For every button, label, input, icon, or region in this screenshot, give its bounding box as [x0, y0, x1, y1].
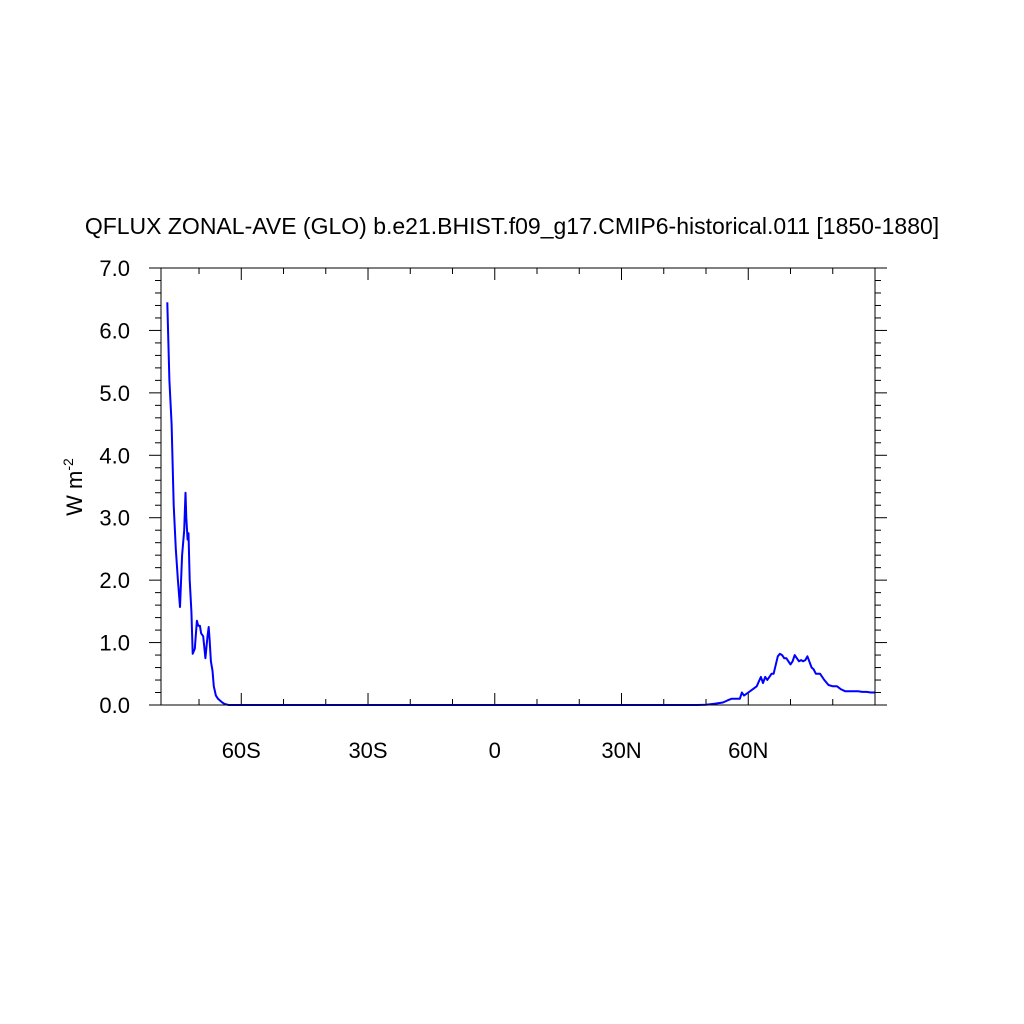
y-tick-label: 7.0	[99, 256, 130, 281]
x-tick-label: 30S	[348, 738, 387, 763]
minor-ticks	[155, 268, 881, 705]
y-axis-label-sup: -2	[60, 458, 76, 471]
major-ticks	[149, 267, 887, 706]
y-tick-label: 1.0	[99, 631, 130, 656]
y-axis-label: W m-2	[60, 458, 87, 516]
plot-frame	[160, 267, 876, 706]
y-tick-label: 5.0	[99, 381, 130, 406]
x-tick-label: 60S	[222, 738, 261, 763]
tick-labels: 60S 30S 0 30N 60N 0.0 1.0 2.0 3.0 4.0 5.0 6.0 7.0	[99, 256, 768, 763]
y-tick-label: 2.0	[99, 568, 130, 593]
x-tick-label: 60N	[728, 738, 768, 763]
svg-text:W m-2: W m-2	[60, 458, 87, 516]
chart-title: QFLUX ZONAL-AVE (GLO) b.e21.BHIST.f09_g1…	[85, 213, 939, 239]
series-layer	[166, 302, 875, 706]
y-tick-label: 4.0	[99, 443, 130, 468]
y-tick-label: 0.0	[99, 693, 130, 718]
series-line	[166, 302, 875, 706]
y-tick-label: 6.0	[99, 318, 130, 343]
x-tick-label: 0	[489, 738, 501, 763]
y-axis-label-main: W m	[62, 471, 87, 516]
x-tick-label: 30N	[601, 738, 641, 763]
y-tick-label: 3.0	[99, 506, 130, 531]
